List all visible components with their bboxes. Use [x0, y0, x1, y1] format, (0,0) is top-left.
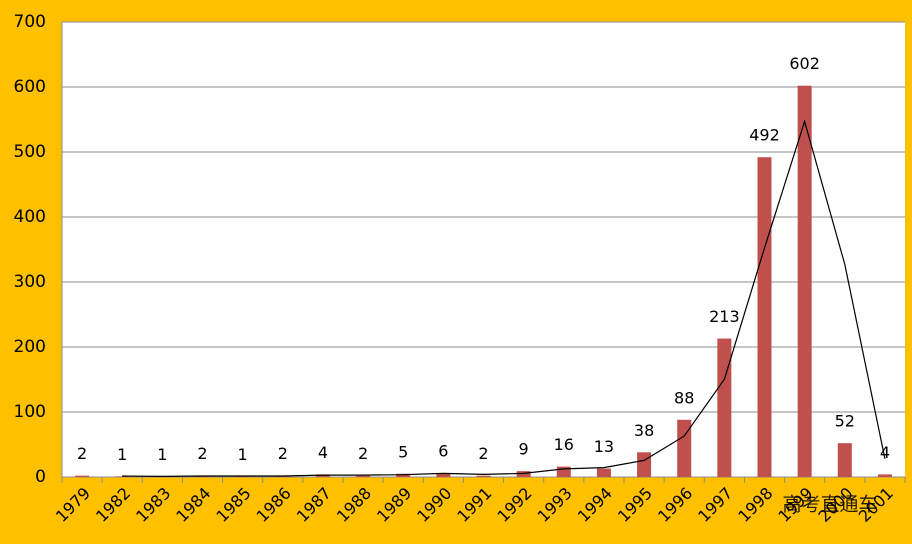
data-label: 4 [318, 443, 328, 462]
data-label: 602 [789, 54, 820, 73]
data-label: 1 [238, 445, 248, 464]
plot-area [62, 22, 905, 477]
bar [596, 468, 611, 477]
trend-line [122, 119, 886, 478]
y-tick-label: 500 [14, 142, 46, 162]
y-tick-label: 300 [14, 272, 46, 292]
data-label: 6 [438, 442, 448, 461]
watermark: 高考直通车 [782, 494, 877, 516]
bar [356, 475, 371, 477]
bar [436, 473, 451, 477]
bar [797, 85, 812, 477]
bar [75, 475, 90, 477]
data-label: 2 [77, 444, 87, 463]
data-label: 88 [674, 388, 694, 407]
y-tick-label: 400 [14, 207, 46, 227]
data-label: 5 [398, 442, 408, 461]
y-tick-label: 100 [14, 402, 46, 422]
bar [516, 471, 531, 477]
y-tick-label: 0 [35, 467, 46, 487]
data-label: 2 [278, 444, 288, 463]
data-label: 9 [519, 440, 529, 459]
data-label: 4 [880, 443, 890, 462]
data-label: 52 [835, 412, 855, 431]
y-tick-label: 700 [14, 12, 46, 32]
bar [757, 157, 772, 477]
bar [677, 419, 692, 477]
bar [115, 476, 130, 477]
data-label: 1 [157, 445, 167, 464]
bar [837, 443, 852, 477]
bar [396, 473, 411, 477]
bar [877, 474, 892, 477]
data-label: 213 [709, 307, 740, 326]
data-label: 1 [117, 445, 127, 464]
data-label: 13 [594, 437, 614, 456]
data-label: 2 [197, 444, 207, 463]
bar [556, 466, 571, 477]
bar [717, 338, 732, 477]
data-label: 492 [749, 126, 780, 145]
y-tick-label: 200 [14, 337, 46, 357]
bar [235, 476, 250, 477]
data-label: 2 [358, 444, 368, 463]
data-label: 2 [478, 444, 488, 463]
data-label: 38 [634, 421, 654, 440]
y-tick-label: 600 [14, 77, 46, 97]
bar [637, 452, 652, 477]
data-label: 16 [554, 435, 574, 454]
bar [476, 475, 491, 477]
